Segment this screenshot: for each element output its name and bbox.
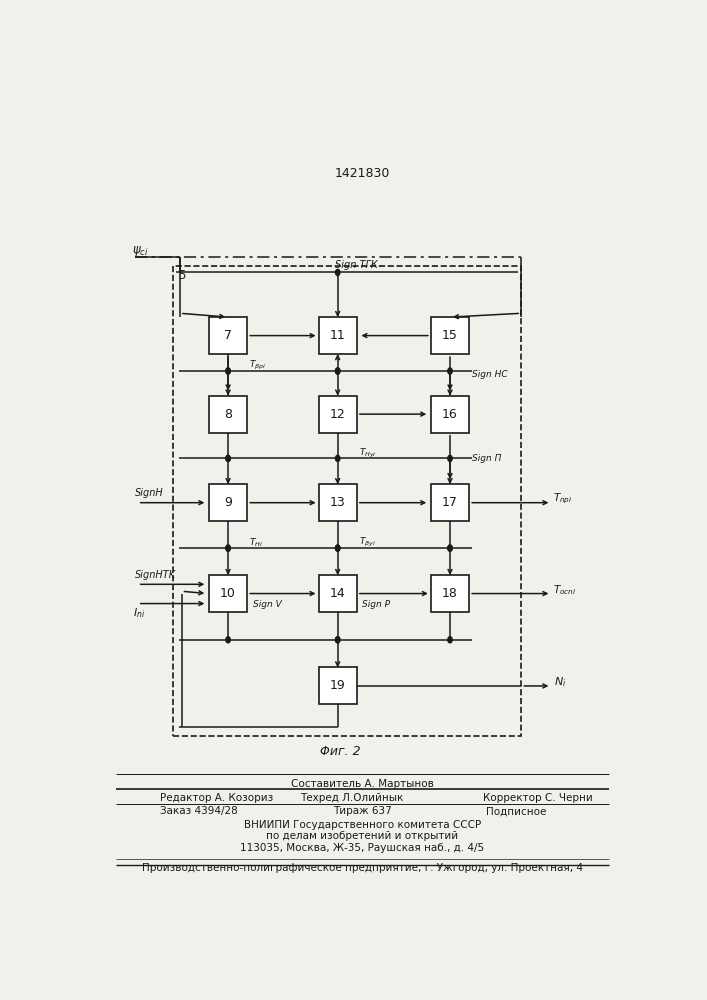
Circle shape bbox=[448, 455, 452, 461]
Text: Корректор С. Черни: Корректор С. Черни bbox=[483, 793, 592, 803]
Text: SignH: SignH bbox=[135, 488, 164, 498]
Circle shape bbox=[336, 368, 340, 374]
Text: $\psi_{ci}$: $\psi_{ci}$ bbox=[132, 244, 148, 258]
Text: 14: 14 bbox=[329, 587, 346, 600]
Circle shape bbox=[336, 637, 340, 643]
Text: Sign HC: Sign HC bbox=[472, 370, 508, 379]
Bar bbox=[431, 575, 469, 612]
Text: Тираж 637: Тираж 637 bbox=[333, 806, 392, 816]
Text: Составитель А. Мартынов: Составитель А. Мартынов bbox=[291, 779, 434, 789]
Circle shape bbox=[226, 455, 230, 461]
Text: Заказ 4394/28: Заказ 4394/28 bbox=[160, 806, 238, 816]
Text: $T_{ocni}$: $T_{ocni}$ bbox=[553, 583, 576, 597]
Circle shape bbox=[336, 637, 340, 643]
Text: 15: 15 bbox=[442, 329, 458, 342]
Text: Техред Л.Олийнык: Техред Л.Олийнык bbox=[300, 793, 403, 803]
Bar bbox=[209, 575, 247, 612]
Text: 17: 17 bbox=[442, 496, 458, 509]
Bar bbox=[209, 317, 247, 354]
Circle shape bbox=[336, 368, 340, 374]
Text: 1421830: 1421830 bbox=[334, 167, 390, 180]
Text: $T_{\beta yi}$: $T_{\beta yi}$ bbox=[358, 536, 375, 549]
Bar bbox=[319, 484, 357, 521]
Circle shape bbox=[226, 368, 230, 374]
Text: Sign ТГК: Sign ТГК bbox=[335, 260, 378, 270]
Text: $I_{ni}$: $I_{ni}$ bbox=[134, 607, 146, 620]
Bar bbox=[431, 484, 469, 521]
Bar bbox=[431, 396, 469, 433]
Text: $T_{Hi}$: $T_{Hi}$ bbox=[249, 536, 263, 549]
Bar bbox=[209, 396, 247, 433]
Circle shape bbox=[448, 545, 452, 551]
Circle shape bbox=[336, 545, 340, 551]
Text: по делам изобретений и открытий: по делам изобретений и открытий bbox=[267, 831, 458, 841]
Bar bbox=[173, 266, 521, 736]
Circle shape bbox=[226, 545, 230, 551]
Bar bbox=[209, 484, 247, 521]
Text: Sign P: Sign P bbox=[363, 600, 390, 609]
Text: ВНИИПИ Государственного комитета СССР: ВНИИПИ Государственного комитета СССР bbox=[244, 820, 481, 830]
Circle shape bbox=[226, 455, 230, 461]
Text: 113035, Москва, Ж-35, Раушская наб., д. 4/5: 113035, Москва, Ж-35, Раушская наб., д. … bbox=[240, 843, 484, 853]
Text: SignHTK: SignHTK bbox=[135, 570, 176, 580]
Circle shape bbox=[226, 368, 230, 374]
Circle shape bbox=[448, 545, 452, 551]
Text: Редактор А. Козориз: Редактор А. Козориз bbox=[160, 793, 273, 803]
Text: 9: 9 bbox=[224, 496, 232, 509]
Circle shape bbox=[448, 368, 452, 374]
Text: $T_{npi}$: $T_{npi}$ bbox=[553, 492, 573, 506]
Text: Sign V: Sign V bbox=[253, 600, 281, 609]
Circle shape bbox=[336, 269, 340, 276]
Text: 11: 11 bbox=[329, 329, 346, 342]
Bar bbox=[319, 317, 357, 354]
Text: 13: 13 bbox=[329, 496, 346, 509]
Text: 18: 18 bbox=[442, 587, 458, 600]
Circle shape bbox=[336, 545, 340, 551]
Bar bbox=[319, 575, 357, 612]
Circle shape bbox=[226, 637, 230, 643]
Circle shape bbox=[226, 545, 230, 551]
Circle shape bbox=[336, 455, 340, 461]
Circle shape bbox=[448, 637, 452, 643]
Bar bbox=[319, 667, 357, 704]
Text: 10: 10 bbox=[220, 587, 236, 600]
Text: 16: 16 bbox=[442, 408, 458, 421]
Text: $T_{\beta pi}$: $T_{\beta pi}$ bbox=[249, 359, 266, 372]
Text: Производственно-полиграфическое предприятие, г. Ужгород, ул. Проектная, 4: Производственно-полиграфическое предприя… bbox=[142, 863, 583, 873]
Bar bbox=[319, 396, 357, 433]
Text: Sign П: Sign П bbox=[472, 454, 501, 463]
Text: $T_{Hyi}$: $T_{Hyi}$ bbox=[358, 446, 376, 460]
Text: 12: 12 bbox=[329, 408, 346, 421]
Text: 8: 8 bbox=[224, 408, 232, 421]
Text: 7: 7 bbox=[224, 329, 232, 342]
Text: Подписное: Подписное bbox=[486, 806, 546, 816]
Text: $N_i$: $N_i$ bbox=[554, 675, 566, 689]
Text: 19: 19 bbox=[329, 679, 346, 692]
Bar bbox=[431, 317, 469, 354]
Text: 5: 5 bbox=[177, 269, 185, 282]
Text: Φиг. 2: Φиг. 2 bbox=[320, 745, 361, 758]
